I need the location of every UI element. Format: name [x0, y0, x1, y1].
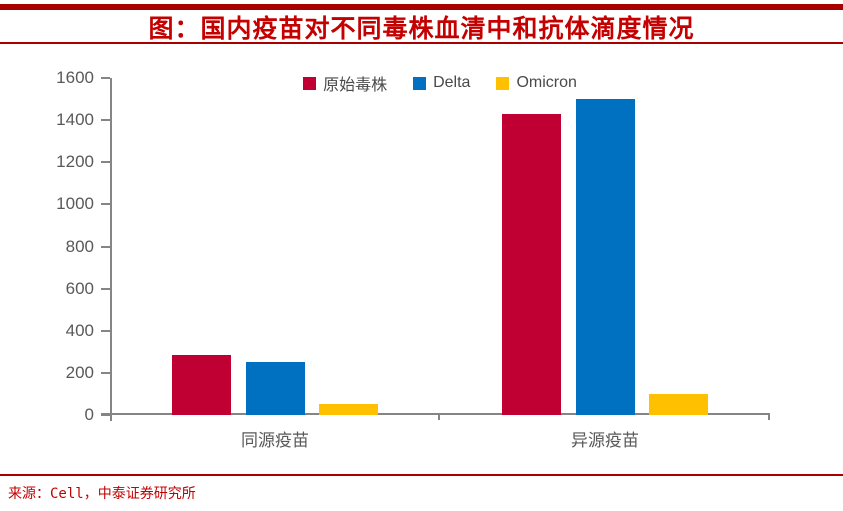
y-tick-label: 0 [84, 405, 94, 424]
x-axis-tick [438, 413, 440, 420]
legend-item-Delta: Delta [413, 74, 470, 92]
y-axis-tick [101, 119, 110, 122]
bar-Omicron-异源疫苗 [649, 393, 708, 415]
y-axis-tick [101, 77, 110, 79]
title-underline-rule [0, 42, 843, 44]
top-red-rule [0, 4, 843, 10]
y-tick-label: 800 [65, 236, 94, 256]
y-axis-tick [101, 161, 110, 164]
x-axis-tick [110, 413, 112, 420]
x-axis-line [101, 413, 770, 415]
y-tick-label: 1400 [56, 110, 94, 130]
bar-原始毒株-同源疫苗 [172, 354, 231, 415]
legend-label: 原始毒株 [323, 77, 388, 94]
y-axis-tick [101, 203, 110, 206]
x-axis-tick [768, 413, 770, 420]
legend-swatch-icon [496, 76, 510, 90]
legend-item-原始毒株: 原始毒株 [303, 71, 387, 95]
y-axis-tick-labels: 0 200 400 600 800 1000 1200 1400 1600 [0, 68, 94, 424]
y-axis-tick [101, 287, 110, 290]
legend-item-Omicron: Omicron [496, 74, 577, 92]
chart-title: 图：国内疫苗对不同毒株血清中和抗体滴度情况 [148, 15, 695, 43]
y-tick-label: 200 [65, 362, 94, 382]
y-tick-label: 600 [65, 278, 94, 298]
legend-label: Delta [433, 74, 471, 91]
y-tick-label: 1200 [56, 152, 94, 172]
y-axis-tick [101, 414, 110, 416]
y-axis-tick [101, 245, 110, 248]
x-axis-category-labels: 同源疫苗 异源疫苗 [110, 426, 770, 450]
y-tick-label: 1000 [56, 194, 94, 214]
x-category-label: 异源疫苗 [571, 431, 639, 450]
bar-Delta-异源疫苗 [575, 99, 635, 415]
bar-原始毒株-异源疫苗 [502, 113, 561, 415]
chart-legend: 原始毒株 Delta Omicron [110, 71, 770, 95]
plot-area [101, 77, 770, 421]
y-axis-tick [101, 371, 110, 374]
legend-label: Omicron [516, 74, 577, 91]
y-axis-tick [101, 329, 110, 332]
source-note: 来源：Cell，中泰证券研究所 [8, 486, 196, 502]
x-category-label: 同源疫苗 [241, 431, 309, 450]
legend-swatch-icon [303, 76, 317, 90]
y-axis-line [110, 78, 112, 421]
legend-swatch-icon [413, 76, 427, 90]
bar-Omicron-同源疫苗 [319, 404, 378, 415]
footer-red-rule [0, 474, 843, 476]
bar-Delta-同源疫苗 [245, 362, 305, 415]
y-tick-label: 1600 [56, 68, 94, 87]
y-tick-label: 400 [65, 320, 94, 340]
